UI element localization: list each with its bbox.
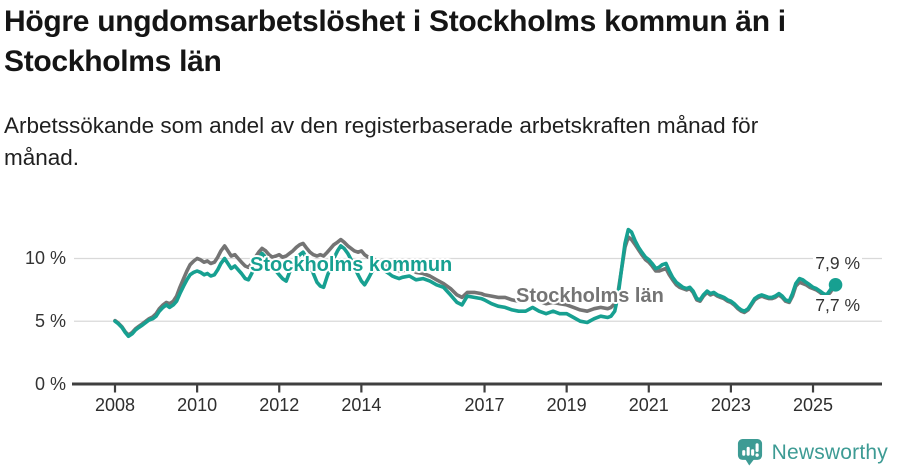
x-axis-label-2010: 2010 — [177, 395, 218, 415]
page-title: Högre ungdomsarbetslöshet i Stockholms k… — [4, 5, 786, 78]
newsworthy-branding[interactable]: Newsworthy — [737, 438, 888, 467]
x-axis-label-2025: 2025 — [792, 395, 834, 415]
x-axis-label-2008: 2008 — [94, 395, 136, 415]
x-axis-label-2023: 2023 — [710, 395, 751, 415]
x-axis-label-2019: 2019 — [546, 395, 587, 415]
x-axis-label-2021: 2021 — [628, 395, 669, 415]
y-axis-label-10: 10 % — [24, 248, 66, 269]
end-value-label-kommun: 7,9 % — [813, 253, 862, 274]
line-stockholms-l-n — [113, 235, 836, 337]
y-axis-label-0: 0 % — [34, 374, 66, 394]
x-axis-label-2017: 2017 — [464, 395, 505, 415]
newsworthy-logo-icon — [737, 439, 762, 466]
series-label-stockholms-kommun: Stockholms kommun — [250, 254, 453, 276]
end-value-label-lan: 7,7 % — [813, 295, 862, 316]
newsworthy-brand-name: Newsworthy — [771, 440, 888, 464]
series-label-stockholms-lan: Stockholms län — [516, 285, 664, 307]
line-stockholms-kommun — [113, 227, 836, 339]
x-axis-label-2012: 2012 — [259, 395, 300, 415]
x-axis-label-2014: 2014 — [341, 395, 382, 415]
end-point-marker — [828, 278, 843, 292]
y-axis-label-5: 5 % — [34, 311, 66, 332]
chart-subtitle: Arbetssökande som andel av den registerb… — [4, 113, 759, 170]
